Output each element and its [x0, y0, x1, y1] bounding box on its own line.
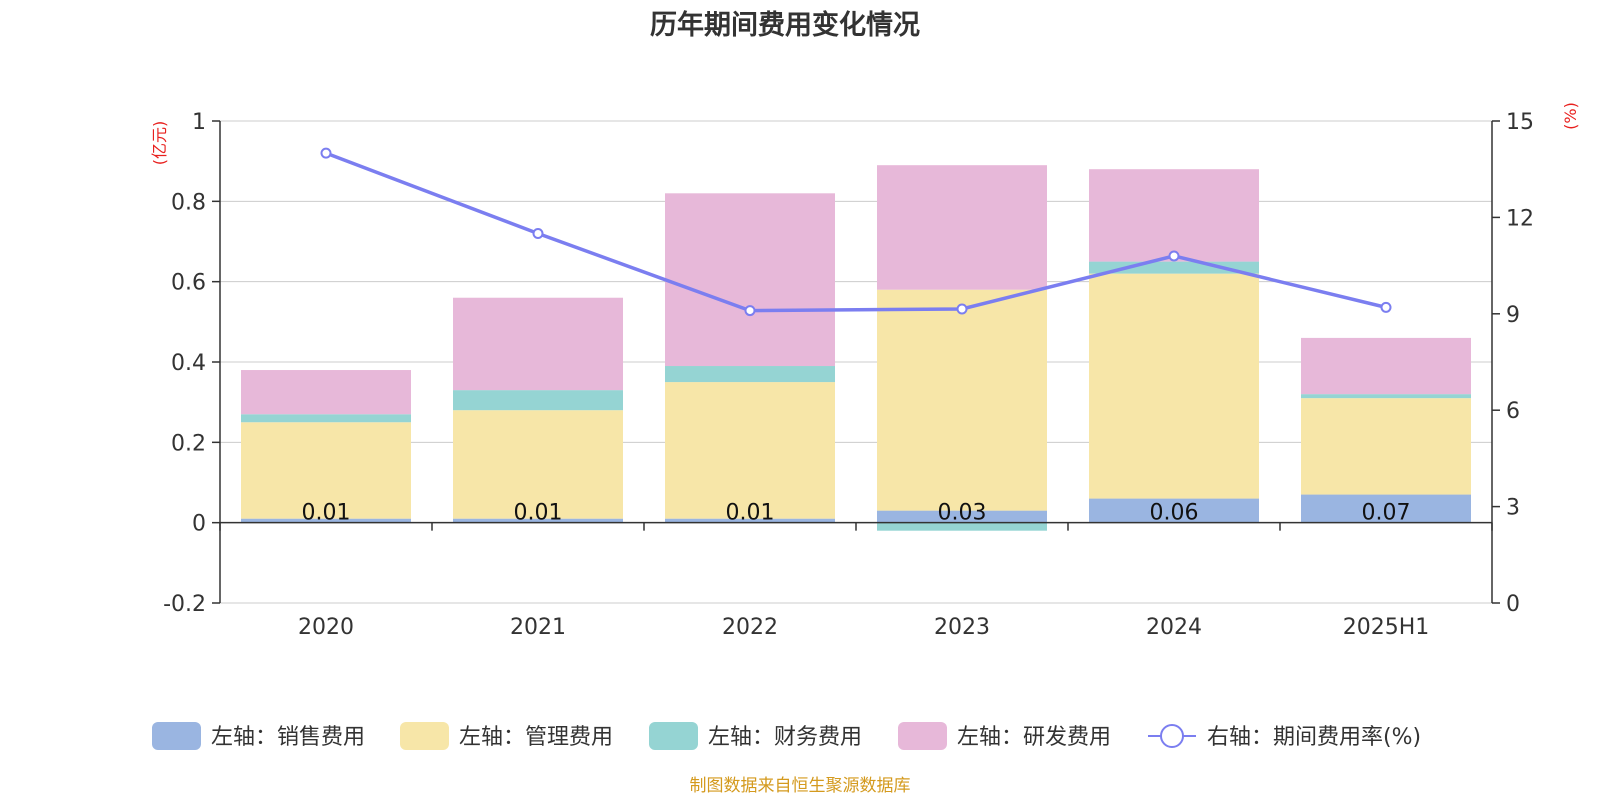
rate-point — [1168, 250, 1180, 262]
legend-marker — [1160, 724, 1184, 748]
legend-item-2[interactable]: 左轴：管理费用 — [400, 722, 613, 750]
data-label: 0.07 — [1362, 501, 1411, 526]
bar-2-2023 — [877, 289, 1047, 511]
data-label: 0.01 — [726, 501, 775, 526]
x-axis-tick-label: 2021 — [510, 615, 566, 640]
bar-3-2022 — [665, 366, 835, 383]
rate-line — [325, 151, 1387, 313]
rate-point — [532, 227, 544, 239]
legend-item-3[interactable]: 左轴：财务费用 — [649, 722, 862, 750]
legend[interactable]: 左轴：销售费用 左轴：管理费用 左轴：财务费用 左轴：研发费用 右轴：期间费用率(%) — [152, 722, 1421, 750]
legend-swatch — [400, 722, 449, 750]
left-axis-tick-label: 0.6 — [171, 271, 206, 296]
legend-item-4[interactable]: 左轴：研发费用 — [898, 722, 1111, 750]
legend-label: 右轴：期间费用率(%) — [1207, 725, 1421, 750]
left-axis-tick-label: 0.4 — [171, 351, 206, 376]
legend-label: 左轴：销售费用 — [211, 725, 365, 750]
x-axis-tick-label: 2025H1 — [1343, 615, 1430, 640]
bar-2-2025H1 — [1301, 398, 1471, 495]
data-label: 0.03 — [938, 501, 987, 526]
right-axis-tick-label: 15 — [1506, 110, 1534, 135]
legend-swatch — [649, 722, 698, 750]
data-label: 0.06 — [1150, 501, 1199, 526]
legend-label: 左轴：研发费用 — [957, 725, 1111, 750]
legend-label: 左轴：财务费用 — [708, 725, 862, 750]
bar-1-2023 — [877, 510, 1047, 523]
bar-3-2021 — [453, 390, 623, 411]
right-axis-tick-label: 3 — [1506, 496, 1520, 521]
bar-4-2023 — [877, 165, 1047, 290]
bar-1-2024 — [1089, 498, 1259, 523]
data-label: 0.01 — [302, 501, 351, 526]
right-axis-tick-label: 12 — [1506, 206, 1534, 231]
x-axis-tick-label: 2024 — [1146, 615, 1202, 640]
bar-4-2024 — [1089, 169, 1259, 262]
left-axis-tick-label: 1 — [192, 110, 206, 135]
data-labels: 0.01 0.01 0.01 0.03 0.06 0.07 — [302, 501, 1411, 526]
left-axis-tick-label: 0.8 — [171, 190, 206, 215]
legend-swatch — [152, 722, 201, 750]
chart-title: 历年期间费用变化情况 — [650, 9, 920, 41]
bar-2-2020 — [241, 422, 411, 519]
bar-1-2021 — [453, 518, 623, 523]
bar-4-2021 — [453, 297, 623, 391]
bar-series — [241, 165, 1471, 531]
x-axis-tick-label: 2022 — [722, 615, 778, 640]
legend-item-1[interactable]: 左轴：销售费用 — [152, 722, 365, 750]
x-axis-tick-label: 2020 — [298, 615, 354, 640]
bar-4-2025H1 — [1301, 337, 1471, 395]
bar-3-2020 — [241, 414, 411, 423]
right-axis-tick-label: 6 — [1506, 399, 1520, 424]
right-axis-unit: (%) — [1561, 102, 1580, 130]
rate-point — [1380, 301, 1392, 313]
axes: -0.2 0 0.2 0.4 0.6 0.8 1 0 3 6 9 12 15 2020 2021 2022 20… — [163, 110, 1534, 640]
bar-4-2022 — [665, 193, 835, 367]
left-axis-tick-label: 0.2 — [171, 431, 206, 456]
bar-2-2022 — [665, 382, 835, 519]
bar-3-2025H1 — [1301, 394, 1471, 399]
bar-1-2022 — [665, 518, 835, 523]
data-label: 0.01 — [514, 501, 563, 526]
bar-3-2023 — [877, 522, 1047, 531]
bar-1-2020 — [241, 518, 411, 523]
legend-label: 左轴：管理费用 — [459, 725, 613, 750]
bar-4-2020 — [241, 370, 411, 415]
rate-point — [956, 303, 968, 315]
rate-line-series — [320, 147, 1392, 317]
left-axis-tick-label: -0.2 — [163, 592, 206, 617]
legend-swatch — [898, 722, 947, 750]
legend-item-5[interactable]: 右轴：期间费用率(%) — [1148, 724, 1421, 750]
source-note: 制图数据来自恒生聚源数据库 — [690, 776, 911, 796]
right-axis-tick-label: 9 — [1506, 303, 1520, 328]
rate-point — [744, 305, 756, 317]
rate-point — [320, 147, 332, 159]
x-axis-tick-label: 2023 — [934, 615, 990, 640]
left-axis-tick-label: 0 — [192, 512, 206, 537]
bar-2-2021 — [453, 410, 623, 519]
bar-1-2025H1 — [1301, 494, 1471, 523]
right-axis-tick-label: 0 — [1506, 592, 1520, 617]
left-axis-unit: (亿元) — [150, 121, 169, 166]
bar-2-2024 — [1089, 273, 1259, 499]
